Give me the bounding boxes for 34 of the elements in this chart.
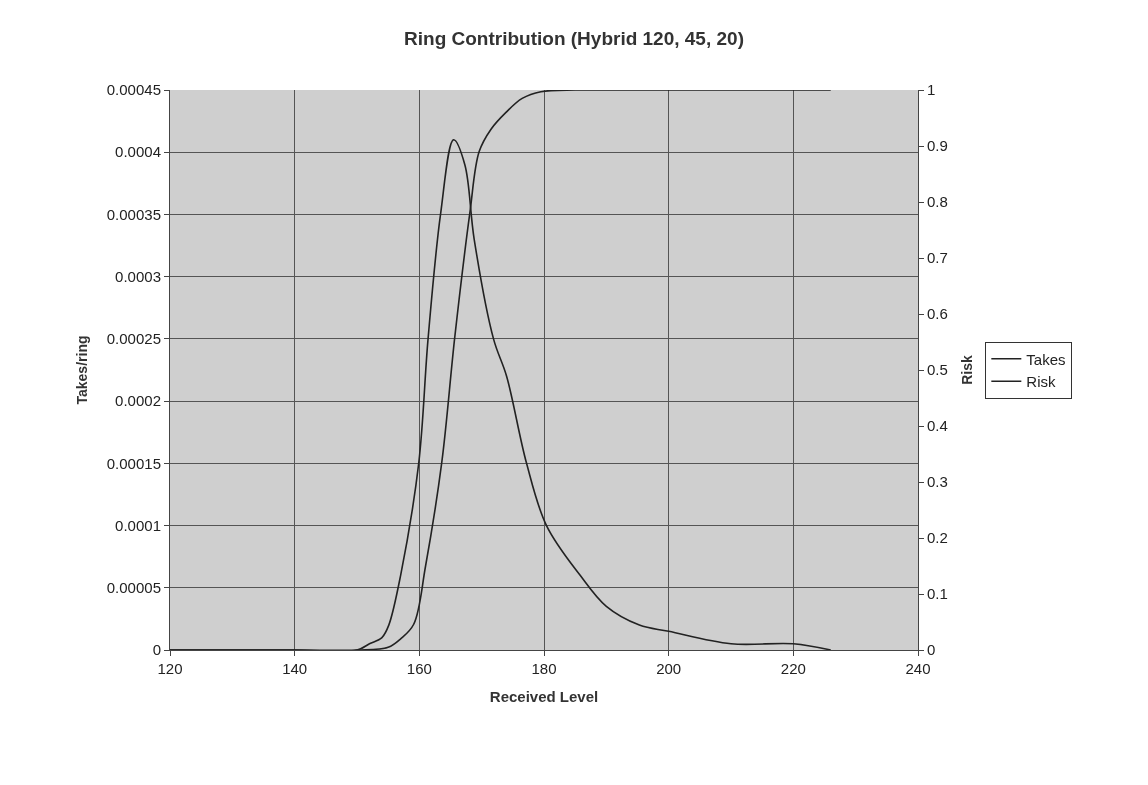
x-tick-label: 220 — [780, 660, 806, 677]
x-axis-title: Received Level — [489, 688, 599, 705]
x-tick-label: 200 — [656, 660, 682, 677]
y2-tick-label: 0.9 — [927, 137, 948, 155]
x-tick-label: 120 — [157, 660, 183, 677]
y-tick-label: 0.00005 — [106, 579, 161, 597]
y-tick-label: 0.00025 — [106, 330, 161, 348]
y-tick-label: 0.0001 — [115, 516, 161, 534]
x-tick-label: 180 — [531, 660, 557, 677]
legend-label: Takes — [1026, 350, 1066, 368]
y-tick-label: 0 — [152, 641, 161, 659]
y-tick-label: 0.0003 — [115, 267, 161, 285]
x-tick-label: 240 — [905, 660, 931, 677]
y2-tick-label: 0.1 — [927, 585, 948, 603]
y2-tick-label: 1 — [927, 81, 936, 99]
x-tick-label: 160 — [406, 660, 432, 677]
chart-title: Ring Contribution (Hybrid 120, 45, 20) — [404, 27, 744, 49]
y-tick-label: 0.0004 — [115, 143, 161, 161]
y-axis-title: Takes/ring — [74, 335, 91, 405]
y2-tick-label: 0.4 — [927, 417, 948, 435]
y-tick-label: 0.0002 — [115, 392, 161, 410]
y2-axis-title: Risk — [959, 355, 976, 385]
y2-tick-label: 0.8 — [927, 193, 948, 211]
y2-tick-label: 0.3 — [927, 473, 948, 491]
y-tick-label: 0.00035 — [106, 205, 161, 223]
y2-tick-label: 0 — [927, 641, 936, 659]
y2-tick-label: 0.7 — [927, 249, 948, 267]
y2-tick-label: 0.2 — [927, 529, 948, 547]
legend-label: Risk — [1026, 373, 1056, 391]
y-tick-label: 0.00015 — [106, 454, 161, 472]
y-tick-label: 0.00045 — [106, 81, 161, 99]
y2-tick-label: 0.5 — [927, 361, 948, 379]
x-tick-label: 140 — [282, 660, 308, 677]
y2-tick-label: 0.6 — [927, 305, 948, 323]
